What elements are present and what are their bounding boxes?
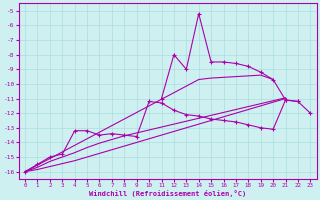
X-axis label: Windchill (Refroidissement éolien,°C): Windchill (Refroidissement éolien,°C) — [89, 190, 246, 197]
